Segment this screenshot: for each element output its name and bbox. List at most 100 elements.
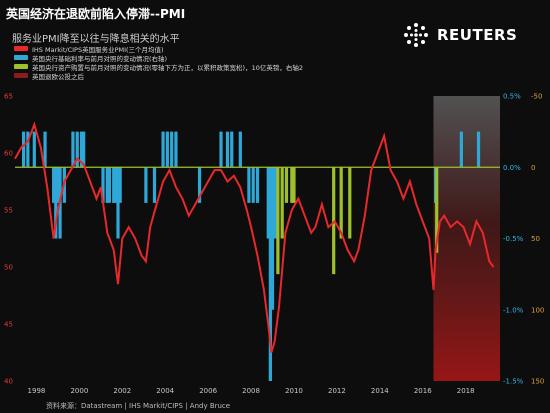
x-tick-label: 2014 <box>371 387 389 395</box>
rate-bar <box>174 131 178 168</box>
legend-swatch <box>14 55 28 60</box>
rate-bar <box>112 167 116 203</box>
rate-bar <box>273 167 277 239</box>
y-right1-tick-label: -1.5% <box>503 378 524 386</box>
legend-item-qe: 英国央行资产购置与前月对照的变动情况(零轴下方为正，以累积政策宽松)，10亿英镑… <box>14 62 303 72</box>
rate-bar <box>230 131 234 168</box>
x-tick-label: 2018 <box>457 387 475 395</box>
qe-bar <box>348 167 352 239</box>
legend-label: 英国央行基础利率与前月对照的变动情况(右轴) <box>32 54 168 63</box>
rate-bars <box>21 131 481 381</box>
y-right2-tick-label: 50 <box>531 235 540 243</box>
qe-bar <box>280 167 284 239</box>
rate-bar <box>165 131 169 168</box>
rate-bar <box>152 167 157 203</box>
rate-bar <box>476 131 481 168</box>
rate-bar <box>238 131 242 168</box>
rate-bar <box>225 131 230 168</box>
x-tick-label: 2006 <box>199 387 217 395</box>
brexit-shade <box>433 96 500 381</box>
y-right2-tick-label: 0 <box>531 164 535 172</box>
rate-bar <box>54 167 58 239</box>
rate-bar <box>255 167 260 203</box>
qe-bar <box>435 167 439 253</box>
qe-bar <box>284 167 289 203</box>
rate-bar <box>71 131 75 168</box>
rate-bar <box>105 167 109 203</box>
rate-bar <box>75 131 79 168</box>
rate-bar <box>268 167 272 381</box>
x-tick-label: 2002 <box>113 387 131 395</box>
y-right1-ticks: 0.5% 0.0% -0.5% -1.0% -1.5% <box>503 93 524 386</box>
qe-bar <box>339 167 343 239</box>
brand-name: REUTERS <box>437 26 518 44</box>
y-right1-tick-label: 0.0% <box>503 164 521 172</box>
x-tick-label: 2004 <box>156 387 174 395</box>
rate-bar <box>52 167 56 203</box>
rate-bar <box>219 131 223 168</box>
x-tick-label: 2000 <box>70 387 88 395</box>
legend-label: IHS Markit/CIPS英国服务业PMI(三个月均值) <box>32 45 164 54</box>
qe-bar <box>292 167 296 203</box>
x-axis-ticks: 1998 2000 2002 2004 2006 2008 2010 2012 2014 2016… <box>28 387 475 395</box>
legend-label: 英国退欧公投之后 <box>32 72 84 81</box>
y-left-tick-label: 65 <box>4 93 13 101</box>
y-right1-tick-label: -0.5% <box>503 235 524 243</box>
rate-bar <box>270 167 275 310</box>
reuters-dots-icon <box>404 23 428 47</box>
y-left-ticks: 65 60 55 50 45 40 <box>4 93 13 386</box>
legend-item-rate: 英国央行基础利率与前月对照的变动情况(右轴) <box>14 53 303 63</box>
qe-bars <box>276 167 439 275</box>
x-tick-label: 2012 <box>328 387 346 395</box>
legend-swatch <box>14 64 28 69</box>
rate-bar <box>459 131 463 168</box>
rate-bar <box>266 167 270 239</box>
rate-bar <box>79 131 84 168</box>
pmi-line <box>14 121 495 353</box>
rate-bar <box>251 167 255 203</box>
legend-swatch <box>14 46 28 51</box>
rate-bar <box>56 167 60 203</box>
y-left-tick-label: 50 <box>4 264 13 272</box>
legend-swatch <box>14 73 28 78</box>
chart-subtitle: 服务业PMI降至以往与降息相关的水平 <box>12 34 180 45</box>
rate-bar <box>144 167 148 203</box>
rate-bar <box>170 131 174 168</box>
y-right2-tick-label: 100 <box>531 306 544 314</box>
brand-logo: REUTERS <box>403 22 517 48</box>
y-left-tick-label: 40 <box>4 378 13 386</box>
legend-label: 英国央行资产购置与前月对照的变动情况(零轴下方为正，以累积政策宽松)，10亿英镑… <box>32 63 303 72</box>
rate-bar <box>114 167 118 203</box>
y-right2-tick-label: -50 <box>531 93 542 101</box>
y-right1-tick-label: -1.0% <box>503 306 524 314</box>
y-right1-tick-label: 0.5% <box>503 93 521 101</box>
y-left-tick-label: 55 <box>4 207 13 215</box>
y-left-tick-label: 45 <box>4 321 13 329</box>
y-right2-tick-label: 150 <box>531 378 544 386</box>
chart-title: 英国经济在退欧前陷入停滞--PMI <box>6 7 186 21</box>
rate-bar <box>118 167 122 203</box>
legend: IHS Markit/CIPS英国服务业PMI(三个月均值) 英国央行基础利率与… <box>14 44 303 81</box>
legend-item-pmi: IHS Markit/CIPS英国服务业PMI(三个月均值) <box>14 44 303 54</box>
y-right2-ticks: -50 0 50 100 150 <box>531 93 544 386</box>
x-tick-label: 2008 <box>242 387 260 395</box>
qe-bar <box>290 167 294 203</box>
rate-bar <box>107 167 112 203</box>
rate-bar <box>101 167 105 203</box>
x-tick-label: 2010 <box>285 387 303 395</box>
rate-bar <box>21 131 26 168</box>
rate-bar <box>197 167 202 203</box>
x-tick-label: 2016 <box>414 387 432 395</box>
rate-bar <box>43 131 47 168</box>
rate-bar <box>26 131 30 168</box>
source-note: 资料来源：Datastream | IHS Markit/CIPS | Andy… <box>46 402 231 410</box>
x-tick-label: 1998 <box>28 387 46 395</box>
qe-bar <box>276 167 280 275</box>
qe-bar <box>332 167 336 275</box>
rate-bar <box>116 167 120 239</box>
y-left-tick-label: 60 <box>4 150 13 158</box>
rate-bar <box>32 131 36 168</box>
rate-bar <box>82 131 86 168</box>
legend-item-brexit: 英国退欧公投之后 <box>14 71 303 81</box>
